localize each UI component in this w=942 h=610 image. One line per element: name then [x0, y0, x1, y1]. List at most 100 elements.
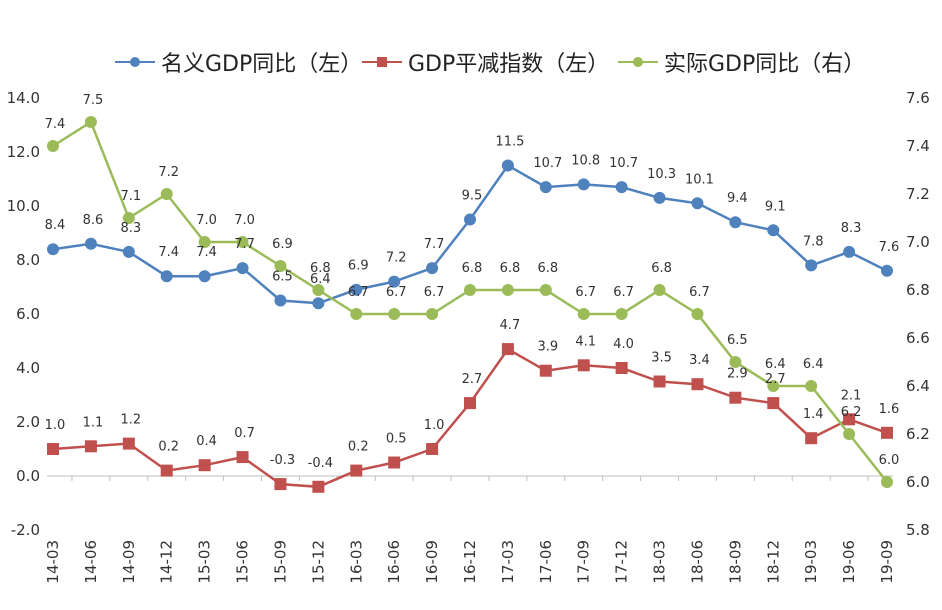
data-point	[843, 413, 856, 426]
data-label: 9.5	[462, 189, 483, 204]
legend-label-gdp-deflator: GDP平减指数（左）	[408, 52, 610, 77]
data-point	[350, 464, 363, 477]
data-label: 7.7	[234, 237, 255, 252]
series-layer	[47, 116, 893, 493]
data-point	[350, 283, 363, 296]
data-label: 6.8	[462, 261, 483, 276]
data-label: 1.2	[120, 413, 141, 428]
x-tick-label: 14-06	[82, 540, 100, 584]
data-point	[805, 432, 818, 445]
data-label: 10.1	[685, 172, 714, 187]
data-label: 6.7	[575, 285, 596, 300]
data-label: 0.2	[348, 440, 369, 455]
data-label: 1.1	[83, 415, 104, 430]
legend-label-real-gdp: 实际GDP同比（右）	[664, 52, 866, 77]
data-point	[539, 364, 552, 377]
data-point	[653, 375, 666, 388]
left-tick-label: 12.0	[7, 143, 40, 161]
data-label: 6.4	[765, 357, 786, 372]
data-point	[501, 284, 514, 296]
data-label: 6.4	[803, 357, 824, 372]
data-label: 8.3	[120, 221, 141, 236]
data-label: -0.3	[270, 453, 295, 468]
x-tick-label: 17-06	[537, 540, 555, 584]
data-point	[350, 308, 363, 320]
data-label: 7.4	[158, 245, 179, 260]
data-label: 7.7	[424, 237, 445, 252]
data-label: 2.9	[727, 367, 748, 382]
data-point	[84, 237, 97, 250]
left-tick-label: 4.0	[16, 359, 40, 377]
right-tick-label: 6.6	[906, 329, 930, 347]
legend-swatch-real-gdp	[618, 57, 658, 67]
left-tick-label: 2.0	[16, 413, 40, 431]
data-label: 7.0	[196, 213, 217, 228]
x-tick-label: 19-09	[878, 540, 896, 584]
data-label: 7.4	[196, 245, 217, 260]
left-tick-label: 14.0	[7, 89, 40, 107]
data-label: 10.3	[647, 167, 676, 182]
data-point	[615, 181, 628, 194]
data-label: 7.1	[120, 189, 141, 204]
data-label: 6.8	[537, 261, 558, 276]
data-label: 3.4	[689, 353, 710, 368]
data-label: 0.2	[158, 440, 179, 455]
data-label: 6.7	[348, 285, 369, 300]
series-line-0	[52, 163, 888, 305]
x-tick-label: 16-09	[423, 540, 441, 584]
data-label: 6.7	[424, 285, 445, 300]
right-tick-label: 7.6	[906, 89, 930, 107]
right-tick-label: 7.2	[906, 185, 930, 203]
data-labels-layer: 8.4 8.6 8.3 7.4 7.4 7.7 6.5 6.4 6.9 7.2 7.7 9.5 11.5…	[45, 93, 900, 471]
data-point	[539, 284, 552, 296]
legend: 名义GDP同比（左） GDP平减指数（左） 实际GDP同比（右）	[0, 44, 942, 80]
data-point	[881, 476, 893, 488]
data-label: 6.9	[348, 259, 369, 274]
data-label: 1.6	[879, 402, 900, 417]
right-tick-label: 5.8	[906, 521, 930, 539]
data-point	[577, 308, 590, 320]
data-point	[198, 236, 211, 248]
data-point	[881, 264, 893, 277]
data-point	[691, 197, 704, 210]
data-point	[729, 356, 742, 368]
data-label: 7.8	[803, 234, 824, 249]
right-tick-label: 6.4	[906, 377, 930, 395]
data-label: 6.0	[879, 453, 900, 468]
data-label: 6.4	[310, 272, 331, 287]
x-tick-label: 14-12	[158, 540, 176, 584]
legend-swatch-nominal-gdp	[115, 57, 155, 67]
data-label: 7.5	[83, 93, 104, 108]
x-tick-label: 16-03	[347, 540, 365, 584]
data-label: 11.5	[495, 135, 524, 150]
data-point	[615, 308, 628, 320]
data-label: 6.8	[310, 261, 331, 276]
data-point	[122, 212, 135, 224]
data-label: 9.4	[727, 191, 748, 206]
x-tick-label: 15-03	[196, 540, 214, 584]
data-point	[388, 308, 401, 320]
left-tick-label: 0.0	[16, 467, 40, 485]
data-label: 0.5	[386, 432, 407, 447]
data-label: 2.7	[765, 372, 786, 387]
data-point	[236, 236, 249, 248]
data-label: 6.5	[272, 270, 293, 285]
data-point	[501, 343, 514, 356]
data-label: -0.4	[308, 456, 333, 471]
data-point	[653, 284, 666, 296]
data-point	[843, 428, 856, 440]
data-point	[160, 188, 173, 200]
data-label: 8.3	[841, 221, 862, 236]
data-point	[274, 260, 287, 272]
data-point	[653, 191, 666, 204]
legend-label-nominal-gdp: 名义GDP同比（左）	[161, 52, 363, 77]
data-label: 8.4	[45, 218, 66, 233]
series-line-1	[52, 347, 888, 489]
data-point	[426, 443, 439, 455]
x-tick-label: 19-03	[802, 540, 820, 584]
x-tick-label: 15-12	[309, 540, 327, 584]
data-point	[767, 397, 780, 410]
data-label: 10.7	[609, 156, 638, 171]
x-tick-label: 16-12	[461, 540, 479, 584]
